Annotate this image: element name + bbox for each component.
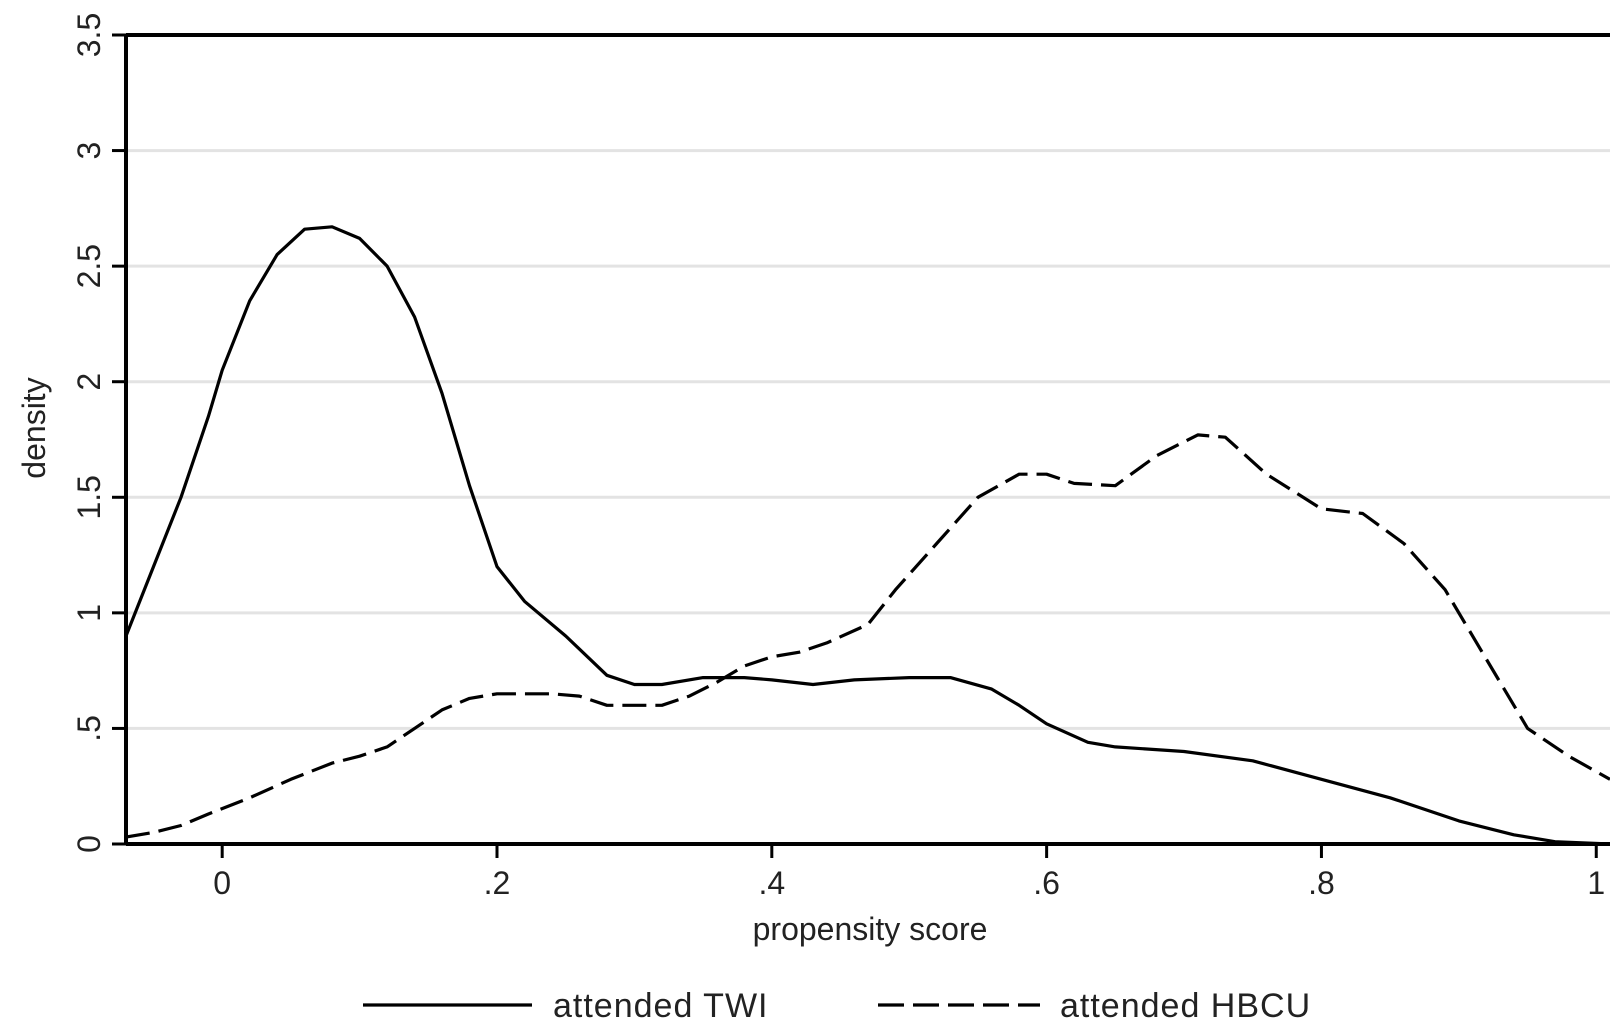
y-tick-label-2: 1 bbox=[71, 604, 107, 622]
series-lines bbox=[124, 225, 1610, 846]
x-tick-label-5: 1 bbox=[1587, 865, 1605, 901]
gridlines bbox=[126, 149, 1610, 730]
legend: attended TWI attended HBCU bbox=[363, 987, 1311, 1025]
x-tick-label-0: 0 bbox=[213, 865, 231, 901]
axes bbox=[112, 33, 1610, 858]
x-tick-label-1: .2 bbox=[484, 865, 511, 901]
y-tick-label-0: 0 bbox=[71, 835, 107, 853]
y-tick-label-3: 1.5 bbox=[71, 475, 107, 519]
legend-label-attended-twi: attended TWI bbox=[553, 987, 769, 1025]
y-tick-label-1: .5 bbox=[71, 715, 107, 742]
y-tick-label-6: 3 bbox=[71, 142, 107, 160]
y-tick-label-4: 2 bbox=[71, 373, 107, 391]
legend-label-attended-hbcu: attended HBCU bbox=[1060, 987, 1311, 1025]
y-tick-label-5: 2.5 bbox=[71, 244, 107, 288]
y-tick-label-7: 3.5 bbox=[71, 13, 107, 57]
tick-labels: 0 .5 1 1.5 2 2.5 3 3.5 0 .2 .4 .6 .8 1 bbox=[71, 13, 1605, 901]
series-line-attended-twi bbox=[124, 225, 1610, 846]
y-axis-label: density bbox=[16, 377, 52, 478]
x-tick-label-4: .8 bbox=[1308, 865, 1335, 901]
x-axis-label: propensity score bbox=[753, 911, 988, 947]
x-tick-label-3: .6 bbox=[1033, 865, 1060, 901]
x-tick-label-2: .4 bbox=[758, 865, 785, 901]
series-line-attended-hbcu bbox=[125, 433, 1610, 839]
